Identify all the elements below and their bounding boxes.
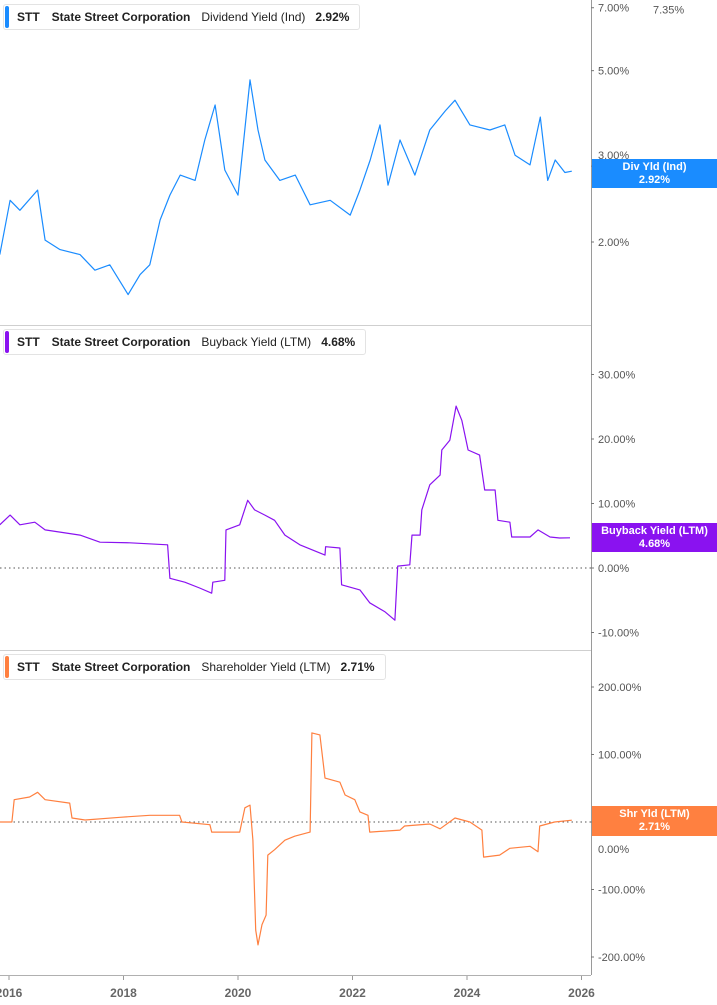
y-tick-label: 2.00% <box>598 237 629 249</box>
y-tick-label: 0.00% <box>598 563 629 575</box>
x-tick-label: 2024 <box>454 986 481 1000</box>
badge-label: Shr Yld (LTM) <box>619 808 690 820</box>
legend-value: 2.92% <box>315 10 350 24</box>
y-tick-label: 100.00% <box>598 750 642 762</box>
legend-value: 4.68% <box>321 335 356 349</box>
series-line-buyback <box>0 405 571 621</box>
y-tick-label: -200.00% <box>598 952 645 964</box>
y-tick-label: 5.00% <box>598 66 629 78</box>
legend-dividend-yield: STT State Street Corporation Dividend Yi… <box>3 4 361 30</box>
badge-label: Div Yld (Ind) <box>622 160 687 173</box>
badge-value: 4.68% <box>638 537 671 550</box>
legend-ticker: STT <box>17 660 40 674</box>
legend-metric: Dividend Yield (Ind) <box>201 10 306 24</box>
x-tick-label: 2020 <box>225 986 252 1000</box>
series-line-shareholder <box>0 732 572 946</box>
last-value-badge-buyback: Buyback Yield (LTM) 4.68% <box>592 523 717 552</box>
last-value-badge-dividend: Div Yld (Ind) 2.92% <box>592 159 717 188</box>
badge-value: 2.71% <box>638 821 671 833</box>
series-line-dividend <box>0 79 572 296</box>
badge-label: Buyback Yield (LTM) <box>601 524 708 537</box>
legend-metric: Buyback Yield (LTM) <box>201 335 312 349</box>
y-tick-label: 20.00% <box>598 434 636 446</box>
legend-value: 2.71% <box>340 660 375 674</box>
legend-ticker: STT <box>17 335 40 349</box>
x-tick-label: 2018 <box>110 986 137 1000</box>
y-tick-label: 10.00% <box>598 499 636 511</box>
series-color-swatch <box>5 656 9 678</box>
legend-shareholder-yield: STT State Street Corporation Shareholder… <box>3 654 386 680</box>
legend-company: State Street Corporation <box>51 660 191 674</box>
y-tick-label: -10.00% <box>598 628 639 640</box>
y-tick-label: 7.00% <box>598 3 629 15</box>
legend-company: State Street Corporation <box>51 10 191 24</box>
y-tick-label: 200.00% <box>598 682 642 694</box>
badge-value: 2.92% <box>638 173 671 186</box>
y-tick-label: 7.35% <box>653 5 684 17</box>
legend-company: State Street Corporation <box>51 335 191 349</box>
x-tick-label: 2016 <box>0 986 23 1000</box>
legend-ticker: STT <box>17 10 40 24</box>
y-tick-label: 30.00% <box>598 370 636 382</box>
series-color-swatch <box>5 6 9 28</box>
y-tick-label: -100.00% <box>598 885 645 897</box>
y-tick-label: 0.00% <box>598 844 629 856</box>
series-color-swatch <box>5 331 9 353</box>
x-tick-label: 2026 <box>568 986 595 1000</box>
legend-buyback-yield: STT State Street Corporation Buyback Yie… <box>3 329 367 355</box>
legend-metric: Shareholder Yield (LTM) <box>201 660 331 674</box>
x-tick-label: 2022 <box>339 986 366 1000</box>
last-value-badge-shareholder: Shr Yld (LTM) 2.71% <box>592 806 717 836</box>
